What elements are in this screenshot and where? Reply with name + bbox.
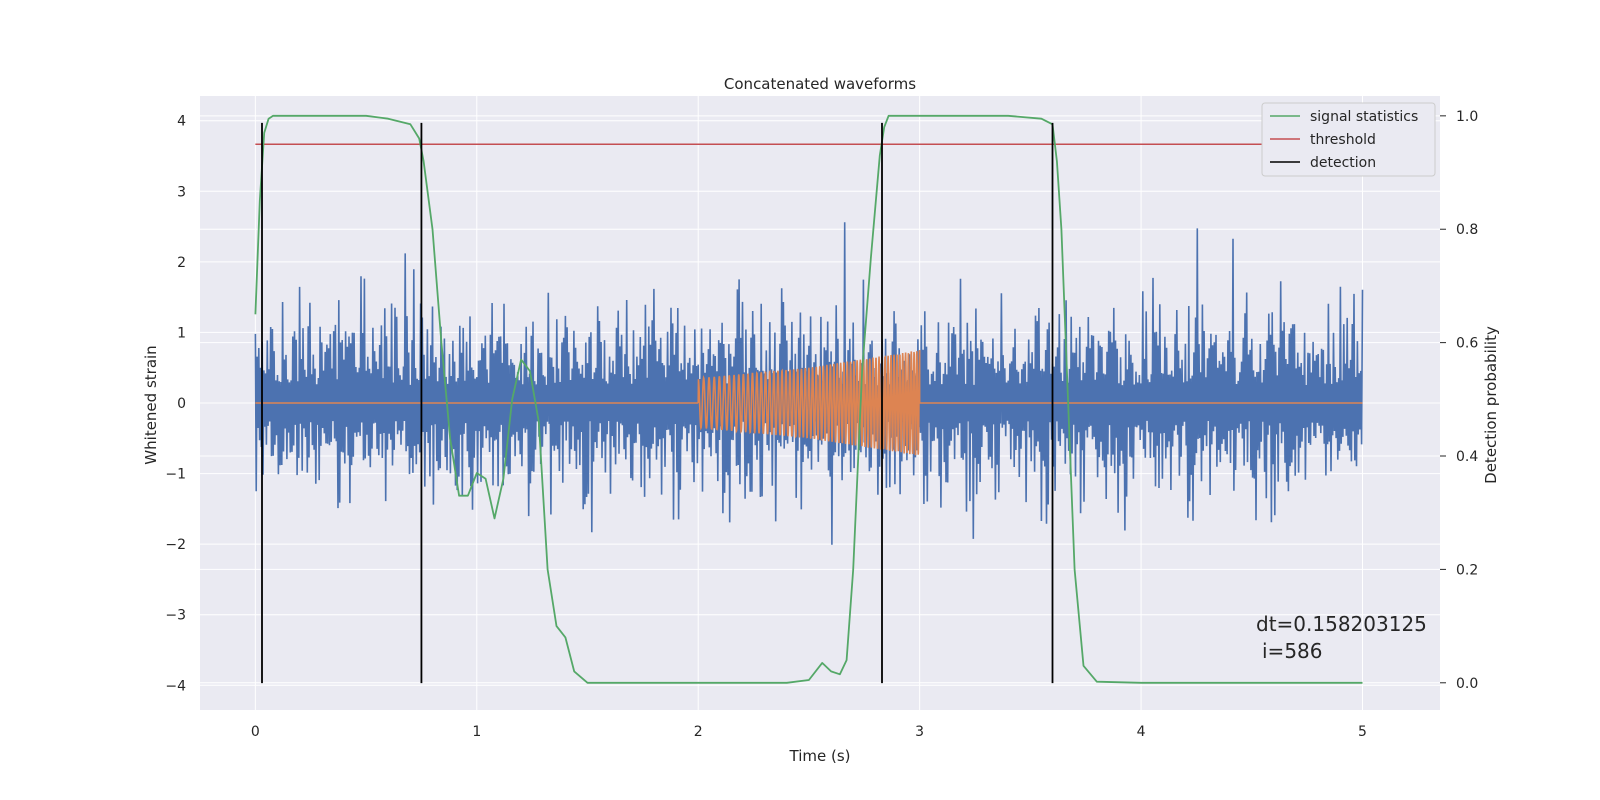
- annotation-index: i=586: [1262, 639, 1323, 663]
- y-tick-label: −2: [165, 537, 186, 553]
- detection-lines: [261, 122, 1054, 684]
- y2-axis-label: Detection probability: [1482, 326, 1500, 484]
- y2-tick-label: 1.0: [1456, 109, 1478, 125]
- y2-tick-label: 0.8: [1456, 222, 1478, 238]
- x-tick-label: 4: [1137, 724, 1146, 740]
- y2-tick-label: 0.0: [1456, 676, 1478, 692]
- y-tick-label: −4: [165, 678, 186, 694]
- legend-frame: [1261, 102, 1436, 177]
- strain-series: [254, 222, 1364, 545]
- y-tick-label: 2: [177, 255, 186, 271]
- strain-line: [254, 222, 1364, 545]
- y-tick-label: 3: [177, 184, 186, 200]
- x-tick-label: 2: [694, 724, 703, 740]
- template-line: [255, 350, 1363, 456]
- x-tick-label: 5: [1358, 724, 1367, 740]
- y-axis-label: Whitened strain: [142, 345, 160, 464]
- x-axis-ticks: 0 1 2 3 4 5: [251, 724, 1367, 740]
- x-tick-label: 3: [915, 724, 924, 740]
- legend-label-statistics: signal statistics: [1310, 109, 1418, 125]
- y-tick-label: 4: [177, 114, 186, 130]
- legend: signal statistics threshold detection: [1261, 102, 1436, 177]
- y-tick-label: −1: [165, 467, 186, 483]
- legend-label-threshold: threshold: [1310, 132, 1376, 148]
- x-tick-label: 1: [472, 724, 481, 740]
- y2-axis-ticks: 1.0 0.8 0.6 0.4 0.2 0.0: [1440, 109, 1478, 692]
- x-axis-label: Time (s): [789, 747, 851, 765]
- x-tick-label: 0: [251, 724, 260, 740]
- signal-statistics-line: [254, 114, 1363, 684]
- y-tick-label: −3: [165, 608, 186, 624]
- y-tick-label: 1: [177, 325, 186, 341]
- legend-label-detection: detection: [1310, 155, 1376, 171]
- chart-title: Concatenated waveforms: [724, 75, 916, 93]
- y2-tick-label: 0.6: [1456, 336, 1478, 352]
- template-series: [255, 350, 1363, 456]
- signal-statistics-series: [254, 114, 1363, 684]
- annotation-dt: dt=0.158203125: [1256, 612, 1427, 636]
- y2-tick-label: 0.4: [1456, 449, 1478, 465]
- y2-tick-label: 0.2: [1456, 562, 1478, 578]
- y-axis-ticks: 4 3 2 1 0 −1 −2 −3 −4: [165, 114, 186, 695]
- y-tick-label: 0: [177, 396, 186, 412]
